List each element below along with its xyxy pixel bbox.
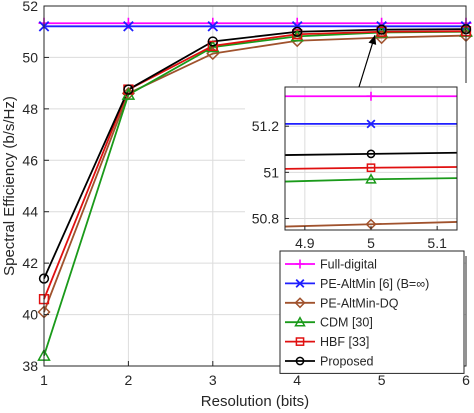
y-tick-label: 38: [22, 358, 38, 374]
inset-series-line-pe-altmin-dq: [284, 221, 458, 228]
marker-proposed: [123, 84, 134, 95]
zoom-arrow-head: [368, 35, 377, 45]
x-tick-label: 4: [293, 372, 301, 388]
y-tick-label: 42: [22, 255, 38, 271]
x-tick-label: 3: [209, 372, 217, 388]
legend-marker-full-digital: [295, 259, 305, 269]
x-tick-label: 1: [40, 372, 48, 388]
inset-background: [245, 83, 467, 256]
legend-marker-pe-altmin-6-b: [295, 278, 305, 288]
legend-label-hbf-33: HBF [33]: [320, 335, 369, 349]
marker-proposed: [207, 36, 218, 47]
legend-box: [279, 250, 465, 374]
legend-label-cdm-30: CDM [30]: [320, 316, 373, 330]
legend-item-cdm-30: CDM [30]: [285, 316, 373, 330]
y-tick-label: 40: [22, 307, 38, 323]
series-line-pe-altmin-dq: [43, 34, 467, 313]
inset-x-tick-label: 5: [367, 235, 375, 251]
y-tick-label: 48: [22, 101, 38, 117]
main-axis-ticks: 1 2 3 4 5 6 38 40 42 44 46 48 50 52: [22, 0, 470, 388]
legend-marker-hbf-33: [295, 337, 305, 346]
legend: Full-digital PE-AltMin [6] (B=∞) PE-AltMin…: [279, 250, 465, 374]
inset-marker-full-digital: [366, 91, 376, 101]
inset-zoom-panel: 4.9 5 5.1 50.8 51 51.2: [245, 83, 467, 256]
series-line-hbf-33: [43, 30, 467, 300]
inset-y-tick-label: 51: [263, 164, 279, 180]
x-tick-label: 2: [125, 372, 133, 388]
legend-item-full-digital: Full-digital: [285, 258, 377, 272]
marker-proposed: [292, 26, 303, 37]
marker-proposed: [376, 24, 387, 35]
legend-marker-cdm-30: [294, 316, 306, 327]
legend-items: Full-digital PE-AltMin [6] (B=∞) PE-AltMin…: [285, 258, 429, 369]
marker-hbf-33: [207, 40, 218, 52]
x-tick-label: 5: [378, 372, 386, 388]
inset-series-line-cdm-30: [284, 177, 458, 183]
inset-grid: [285, 87, 457, 230]
marker-pe-altmin-6-b: [207, 21, 219, 32]
inset-series-line-hbf-33: [284, 166, 458, 170]
main-series-lines: [43, 22, 467, 356]
y-tick-label: 44: [22, 204, 38, 220]
x-tick-label: 6: [462, 372, 470, 388]
zoom-arrow-shaft: [358, 34, 376, 88]
zoom-arrow: [358, 34, 377, 88]
legend-item-hbf-33: HBF [33]: [285, 335, 369, 349]
legend-label-pe-altmin-6-b: PE-AltMin [6] (B=∞): [320, 277, 429, 291]
inset-y-tick-label: 51.2: [252, 118, 279, 134]
inset-marker-proposed: [366, 149, 376, 159]
marker-cdm-30: [206, 40, 220, 53]
series-line-proposed: [43, 28, 467, 279]
legend-label-full-digital: Full-digital: [320, 258, 377, 272]
marker-pe-altmin-6-b: [123, 21, 134, 32]
legend-item-pe-altmin-6-b: PE-AltMin [6] (B=∞): [285, 277, 429, 291]
inset-x-tick-label: 4.9: [295, 235, 315, 251]
y-tick-label: 50: [22, 49, 38, 65]
y-tick-label: 46: [22, 152, 38, 168]
inset-series-markers: [365, 91, 377, 230]
legend-marker-pe-altmin-dq: [294, 297, 306, 309]
inset-y-tick-label: 50.8: [252, 210, 279, 226]
legend-item-pe-altmin-dq: PE-AltMin-DQ: [285, 296, 399, 310]
inset-axis-ticks: 4.9 5 5.1 50.8 51 51.2: [252, 118, 447, 251]
y-tick-label: 52: [22, 0, 38, 14]
x-axis-label: Resolution (bits): [201, 393, 309, 410]
legend-label-pe-altmin-dq: PE-AltMin-DQ: [320, 296, 399, 310]
legend-marker-proposed: [295, 356, 305, 366]
legend-label-proposed: Proposed: [320, 355, 374, 369]
inset-series-line-proposed: [284, 151, 458, 156]
marker-cdm-30: [374, 25, 389, 38]
inset-marker-pe-altmin-6-b: [366, 119, 376, 129]
legend-item-proposed: Proposed: [285, 355, 374, 369]
inset-marker-hbf-33: [366, 163, 376, 173]
inset-marker-cdm-30: [365, 173, 377, 184]
inset-x-tick-label: 5.1: [427, 235, 447, 251]
y-axis-label: Spectral Efficiency (b/s/Hz): [1, 96, 18, 276]
